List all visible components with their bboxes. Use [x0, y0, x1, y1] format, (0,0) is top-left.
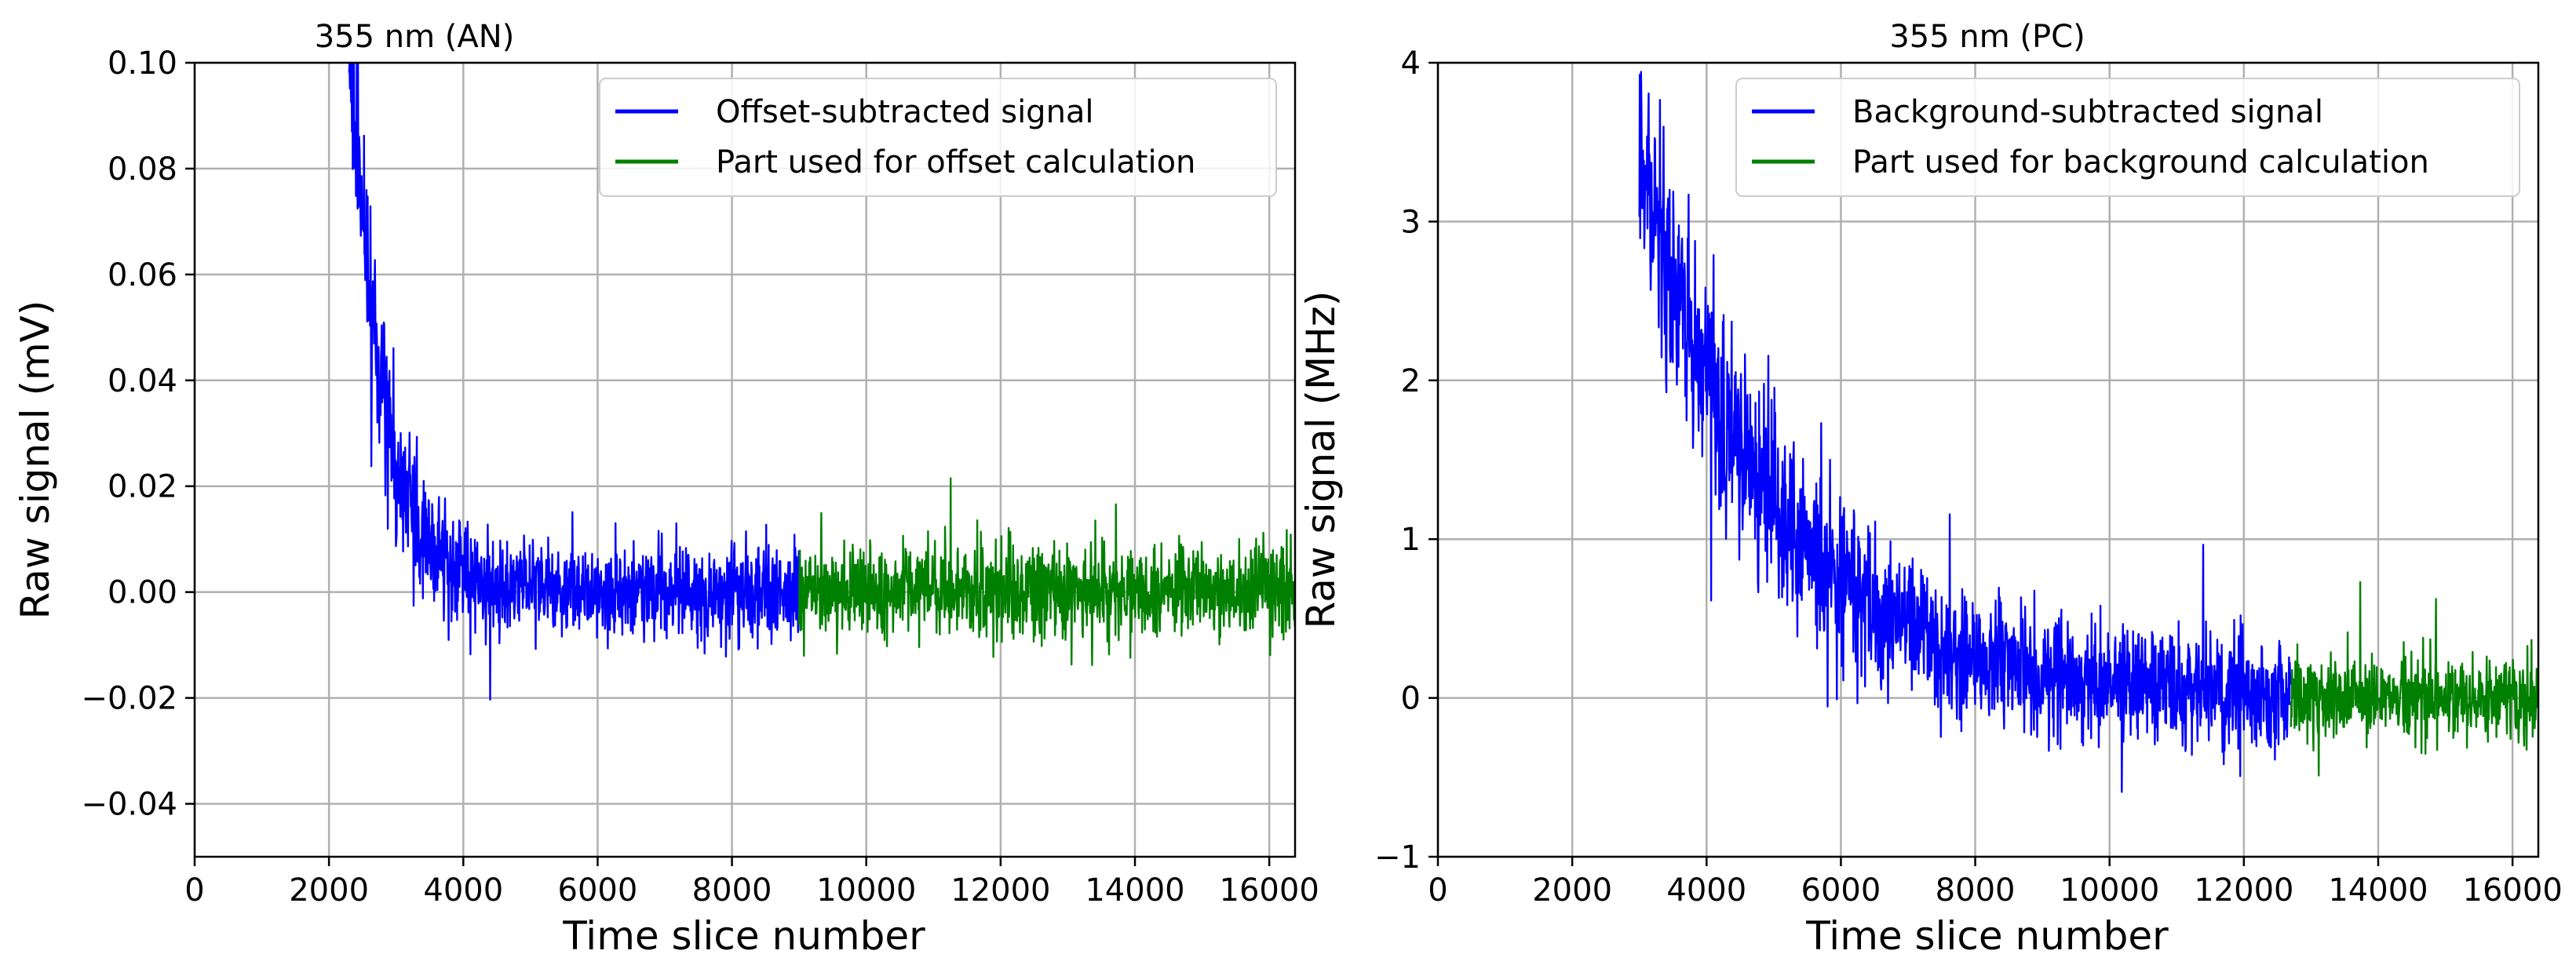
- y-tick-label: 4: [1401, 46, 1421, 82]
- x-tick-label: 10000: [2060, 872, 2159, 909]
- series: [348, 63, 1295, 701]
- x-tick-label: 4000: [1666, 872, 1746, 909]
- y-tick-label: 2: [1401, 363, 1421, 399]
- legend-label-0: Background-subtracted signal: [1852, 94, 2323, 130]
- series-line-0: [1638, 71, 2292, 793]
- y-tick-label: 0.08: [108, 151, 177, 188]
- y-tick-label: −0.04: [81, 787, 177, 823]
- x-axis-label: Time slice number: [562, 913, 925, 959]
- y-tick-label: 1: [1401, 522, 1421, 558]
- x-tick-label: 10000: [816, 872, 916, 909]
- chart-title: 355 nm (PC): [1889, 19, 2085, 55]
- x-tick-label: 16000: [2463, 872, 2563, 909]
- x-tick-label: 8000: [1936, 872, 2016, 909]
- y-axis-label: Raw signal (MHz): [1298, 291, 1344, 629]
- y-tick-label: 0.00: [108, 575, 177, 611]
- series-line-0: [348, 63, 800, 701]
- plot-frame: [193, 61, 1297, 858]
- y-tick-label: 0: [1401, 681, 1421, 717]
- legend-label-0: Offset-subtracted signal: [716, 94, 1094, 130]
- x-tick-label: 6000: [558, 872, 638, 909]
- y-tick-label: 0.04: [108, 363, 177, 399]
- x-tick-label: 0: [184, 872, 204, 909]
- y-tick-label: 0.02: [108, 469, 177, 505]
- series-line-1: [2290, 581, 2538, 777]
- chart-pc: 355 nm (PC) Time slice number Raw signal…: [1298, 19, 2563, 959]
- series-line-1: [797, 477, 1295, 666]
- legend-box: [1735, 78, 2520, 197]
- legend: Background-subtracted signal Part used f…: [1735, 78, 2520, 197]
- legend-label-1: Part used for background calculation: [1852, 144, 2429, 180]
- chart-an: 355 nm (AN) Time slice number Raw signal…: [13, 19, 1319, 959]
- x-tick-label: 12000: [2194, 872, 2293, 909]
- axis-ticks: 0 2000 4000 6000 8000 10000 12000 14000 16000−10…: [1374, 46, 2563, 909]
- x-tick-label: 14000: [1085, 872, 1184, 909]
- x-tick-label: 4000: [423, 872, 503, 909]
- y-tick-label: 0.10: [108, 46, 177, 82]
- y-tick-label: −0.02: [81, 681, 177, 717]
- x-axis-label: Time slice number: [1805, 913, 2169, 959]
- x-tick-label: 8000: [692, 872, 772, 909]
- x-tick-label: 0: [1428, 872, 1447, 909]
- axis-ticks: 0 2000 4000 6000 8000 10000 12000 14000 16000 −0.…: [81, 46, 1319, 909]
- legend-box: [599, 78, 1277, 197]
- x-tick-label: 14000: [2328, 872, 2428, 909]
- legend: Offset-subtracted signal Part used for o…: [599, 78, 1277, 197]
- y-tick-label: 3: [1401, 204, 1421, 240]
- y-tick-label: 0.06: [108, 257, 177, 293]
- plot-frame: [1436, 61, 2540, 858]
- x-tick-label: 16000: [1220, 872, 1319, 909]
- series: [1638, 71, 2538, 793]
- x-tick-label: 6000: [1801, 872, 1881, 909]
- x-tick-label: 12000: [950, 872, 1050, 909]
- legend-label-1: Part used for offset calculation: [716, 144, 1195, 180]
- y-axis-label: Raw signal (mV): [13, 300, 58, 620]
- x-tick-label: 2000: [1532, 872, 1612, 909]
- x-tick-label: 2000: [289, 872, 369, 909]
- y-tick-label: −1: [1374, 839, 1421, 876]
- chart-title: 355 nm (AN): [315, 19, 515, 55]
